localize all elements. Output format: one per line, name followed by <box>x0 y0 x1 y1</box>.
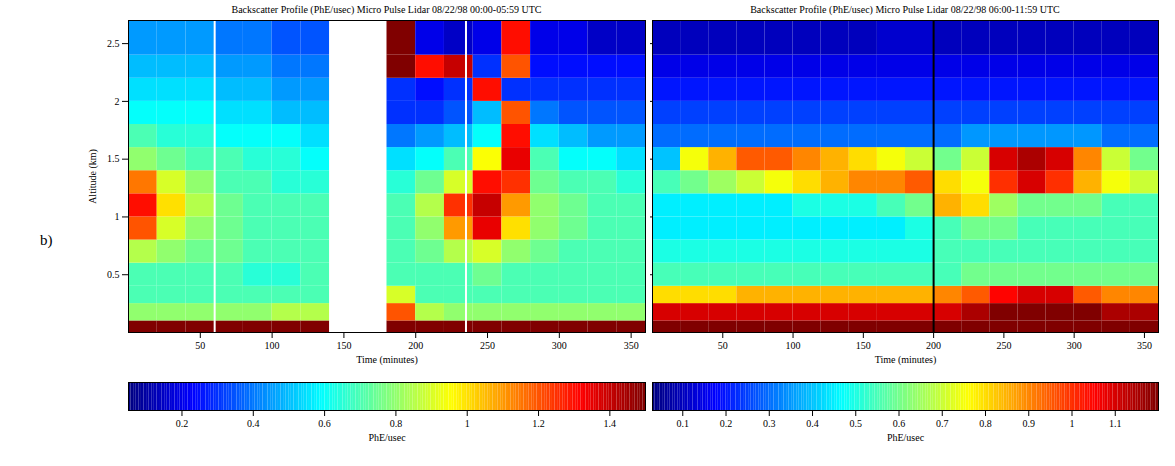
svg-text:200: 200 <box>408 340 423 351</box>
svg-text:1: 1 <box>1070 418 1075 429</box>
svg-text:0.2: 0.2 <box>176 418 189 429</box>
svg-text:0.5: 0.5 <box>107 269 120 280</box>
svg-text:1.5: 1.5 <box>107 153 120 164</box>
svg-text:Time (minutes): Time (minutes) <box>875 354 937 366</box>
svg-text:0.4: 0.4 <box>806 418 819 429</box>
svg-text:0.1: 0.1 <box>677 418 690 429</box>
svg-text:0.8: 0.8 <box>979 418 992 429</box>
html-text:Backscatter Profile (PhE/usec): Backscatter Profile (PhE/usec) Micro Pul… <box>750 4 1060 15</box>
svg-text:1.2: 1.2 <box>532 418 545 429</box>
svg-text:200: 200 <box>926 340 941 351</box>
svg-text:1: 1 <box>465 418 470 429</box>
svg-text:0.2: 0.2 <box>720 418 733 429</box>
svg-text:100: 100 <box>786 340 801 351</box>
svg-text:0.4: 0.4 <box>247 418 259 429</box>
svg-text:150: 150 <box>336 340 351 351</box>
svg-text:300: 300 <box>1067 340 1082 351</box>
svg-text:250: 250 <box>996 340 1011 351</box>
svg-text:150: 150 <box>856 340 871 351</box>
svg-text:0.8: 0.8 <box>390 418 403 429</box>
html-text:b): b) <box>40 232 53 248</box>
svg-text:0.6: 0.6 <box>893 418 906 429</box>
svg-text:2.5: 2.5 <box>107 38 120 49</box>
svg-text:2: 2 <box>115 96 120 107</box>
svg-text:300: 300 <box>552 340 567 351</box>
svg-text:100: 100 <box>265 340 280 351</box>
svg-text:Altitude (km): Altitude (km) <box>87 149 99 204</box>
svg-text:1.1: 1.1 <box>1109 418 1122 429</box>
html-text:Backscatter Profile (PhE/usec): Backscatter Profile (PhE/usec) Micro Pul… <box>231 4 542 15</box>
svg-text:0.7: 0.7 <box>936 418 949 429</box>
svg-text:1: 1 <box>115 211 120 222</box>
svg-text:PhE/usec: PhE/usec <box>887 432 925 443</box>
svg-text:350: 350 <box>1137 340 1152 351</box>
svg-text:1.4: 1.4 <box>604 418 617 429</box>
svg-text:Time (minutes): Time (minutes) <box>356 354 418 366</box>
svg-text:PhE/usec: PhE/usec <box>368 432 406 443</box>
svg-text:0.5: 0.5 <box>850 418 863 429</box>
svg-text:250: 250 <box>480 340 495 351</box>
svg-text:0.9: 0.9 <box>1023 418 1035 429</box>
svg-text:50: 50 <box>195 340 205 351</box>
svg-text:50: 50 <box>718 340 728 351</box>
svg-text:350: 350 <box>624 340 639 351</box>
svg-text:0.3: 0.3 <box>763 418 776 429</box>
svg-text:0.6: 0.6 <box>318 418 331 429</box>
